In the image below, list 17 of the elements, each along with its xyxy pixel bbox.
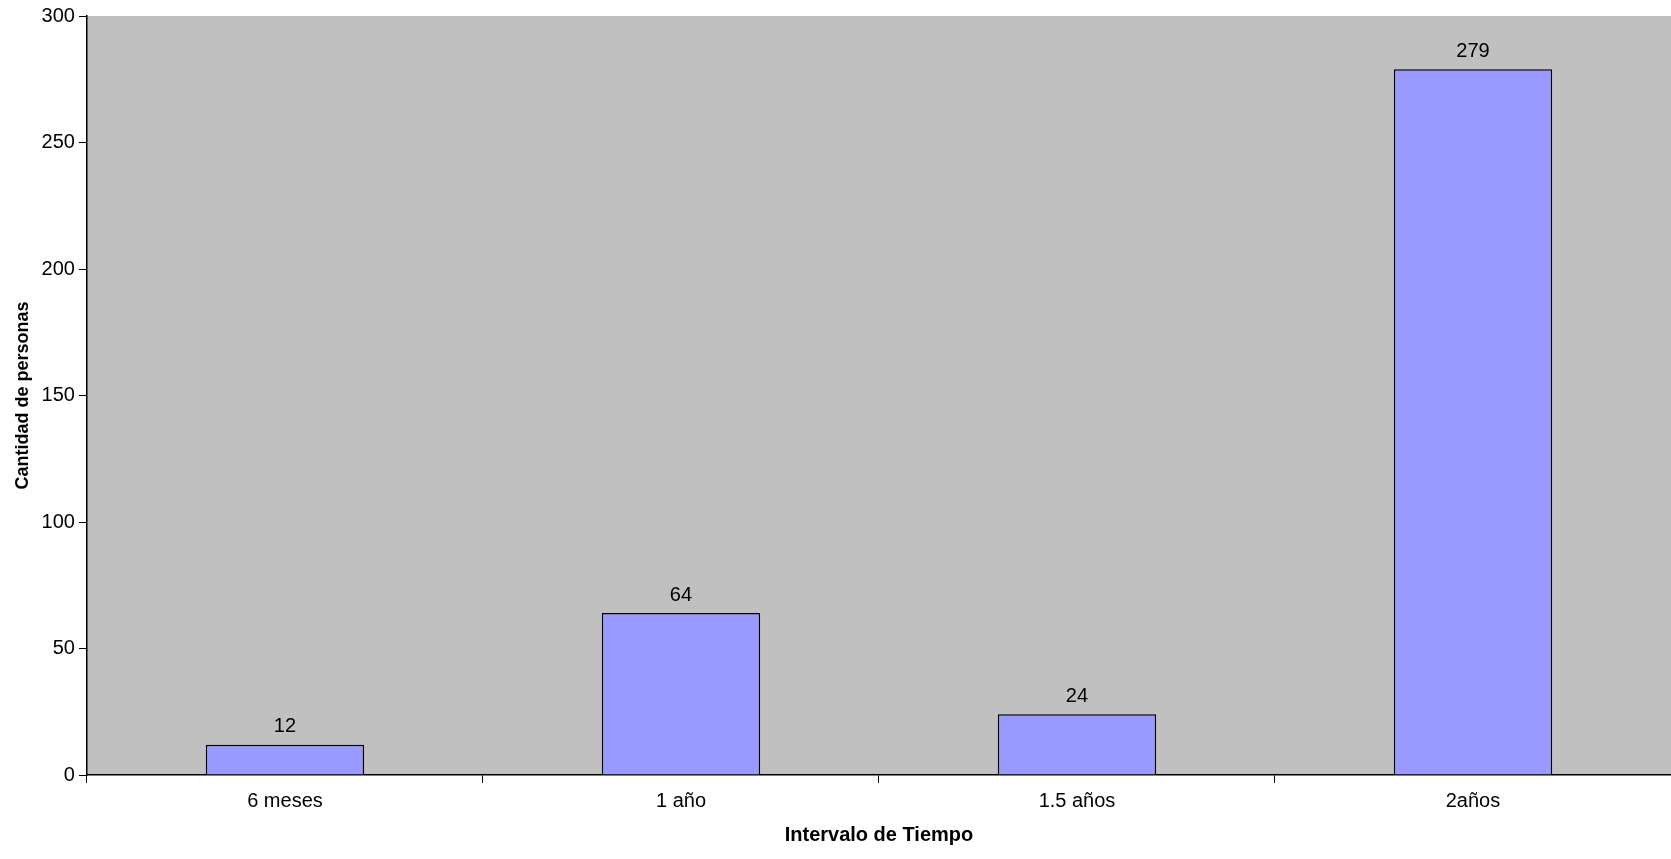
y-tick-label: 300 bbox=[41, 3, 75, 26]
y-tick-label: 0 bbox=[63, 762, 75, 785]
data-label: 24 bbox=[1065, 683, 1089, 706]
x-tick-label: 6 meses bbox=[247, 788, 323, 811]
x-tick-label: 1 año bbox=[655, 788, 707, 811]
y-tick-label: 100 bbox=[41, 509, 75, 532]
data-label: 64 bbox=[669, 582, 693, 605]
data-label: 12 bbox=[273, 714, 297, 737]
x-axis-title: Intervalo de Tiempo bbox=[784, 822, 974, 845]
y-tick-label: 150 bbox=[41, 383, 75, 406]
y-tick-label: 250 bbox=[41, 130, 75, 153]
x-tick-label: 1.5 años bbox=[1038, 788, 1116, 811]
y-tick-label: 200 bbox=[41, 256, 75, 279]
data-label: 279 bbox=[1456, 38, 1490, 61]
y-tick-label: 50 bbox=[52, 636, 75, 659]
y-axis-title: Cantidad de personas bbox=[11, 301, 32, 490]
x-tick-label: 2años bbox=[1445, 788, 1501, 811]
